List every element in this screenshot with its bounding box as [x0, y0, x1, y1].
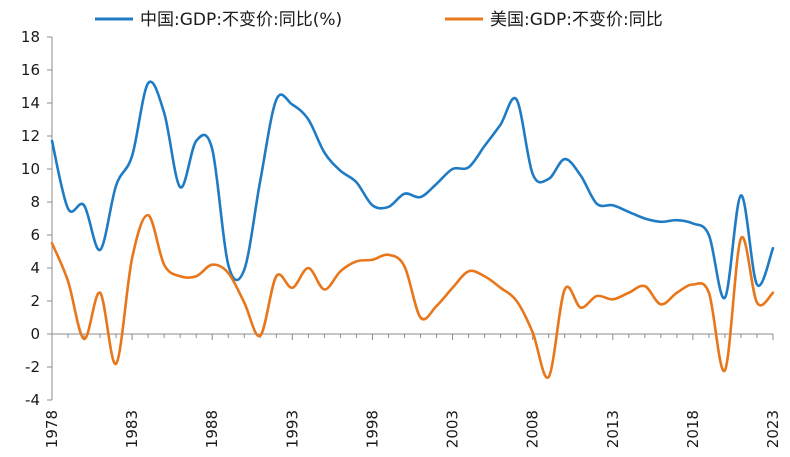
x-tick-label: 2008: [524, 410, 542, 448]
y-tick-label: -4: [25, 391, 40, 409]
legend-label: 中国:GDP:不变价:同比(%): [140, 10, 342, 30]
y-tick-label: 4: [30, 259, 40, 277]
legend-label: 美国:GDP:不变价:同比: [490, 10, 663, 30]
x-tick-label: 1998: [363, 410, 381, 448]
series-line-china-gdp: [50, 80, 775, 300]
legend-item-china: 中国:GDP:不变价:同比(%): [95, 10, 342, 30]
series-line-us-gdp: [50, 213, 775, 379]
x-tick-label: 1993: [283, 410, 301, 448]
axes-group: [51, 37, 773, 400]
y-tick-label: -2: [25, 358, 40, 376]
y-tick-label: 14: [21, 94, 40, 112]
y-tick-label: 16: [21, 61, 40, 79]
x-tick-label: 2018: [684, 410, 702, 448]
legend: 中国:GDP:不变价:同比(%) 美国:GDP:不变价:同比: [95, 10, 663, 30]
y-axis-tick-labels: -4 -2 0 2 4 6 8 10 12 14 16 18: [21, 28, 52, 409]
x-tick-label: 1988: [203, 410, 221, 448]
x-tick-label: 2003: [444, 410, 462, 448]
y-tick-label: 18: [21, 28, 40, 46]
x-tick-label: 2013: [604, 410, 622, 448]
legend-item-us: 美国:GDP:不变价:同比: [445, 10, 663, 30]
y-tick-label: 6: [30, 226, 40, 244]
y-tick-label: 10: [21, 160, 40, 178]
y-tick-label: 8: [30, 193, 40, 211]
x-tick-label: 2023: [764, 410, 782, 448]
y-tick-label: 12: [21, 127, 40, 145]
x-tick-label: 1983: [123, 410, 141, 448]
y-tick-label: 2: [30, 292, 40, 310]
x-axis-tick-labels: 1978 1983 1988 1993 1998 2003 2008 2013 2018 2023: [43, 334, 782, 448]
series-lines: [50, 80, 775, 379]
y-tick-label: 0: [30, 325, 40, 343]
x-tick-label: 1978: [43, 410, 61, 448]
